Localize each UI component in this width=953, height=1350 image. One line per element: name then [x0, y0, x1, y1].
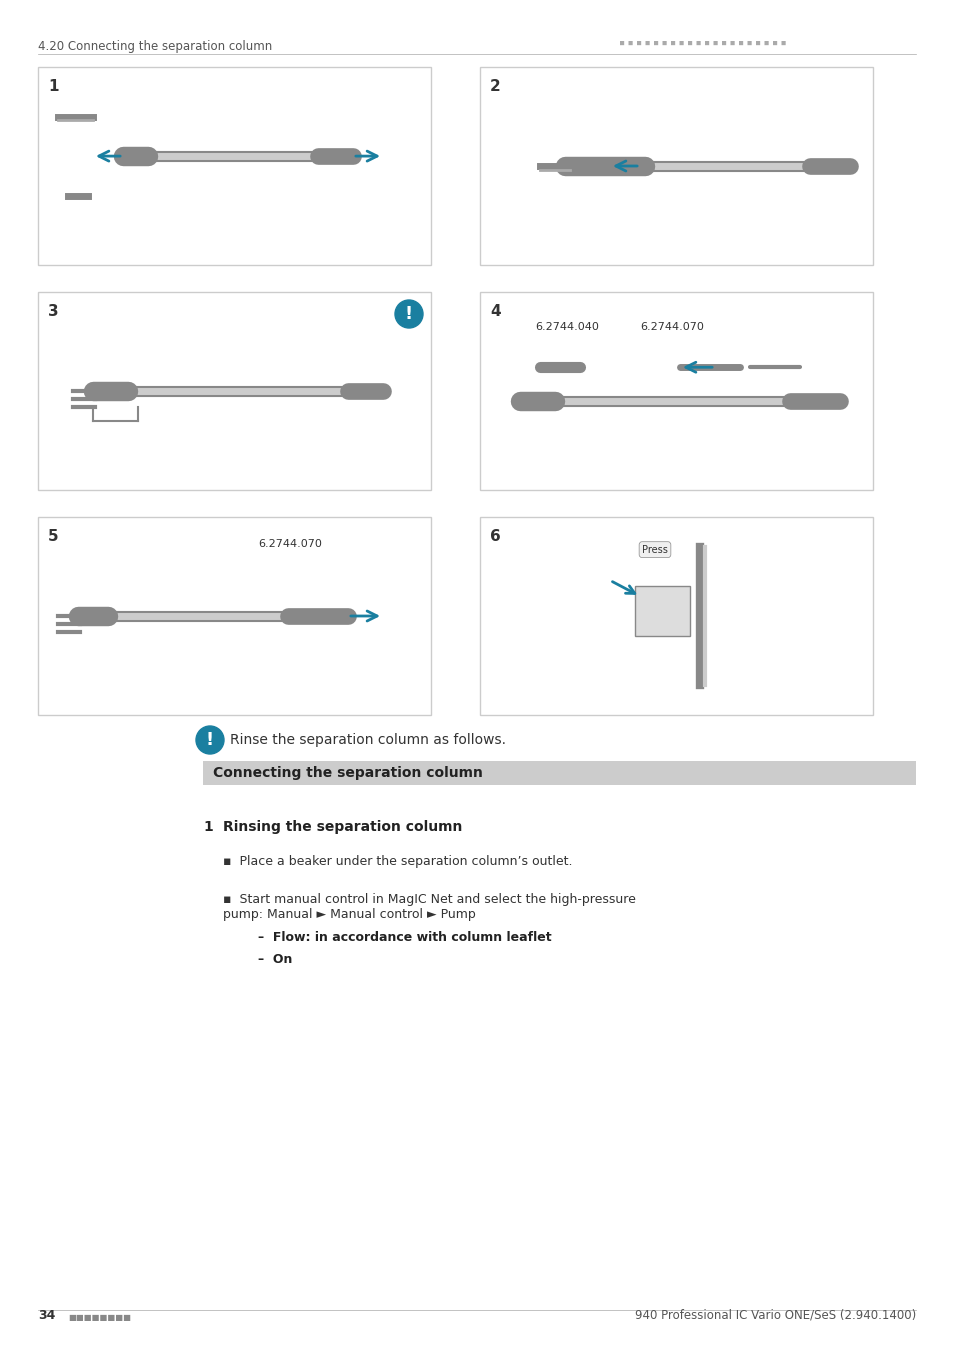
Text: !: !	[404, 305, 413, 323]
Circle shape	[195, 726, 224, 755]
Text: ▪  Place a beaker under the separation column’s outlet.: ▪ Place a beaker under the separation co…	[223, 855, 572, 868]
Text: ▪  Start manual control in MagIC Net and select the high-pressure
pump: Manual ►: ▪ Start manual control in MagIC Net and …	[223, 892, 636, 921]
Text: Connecting the separation column: Connecting the separation column	[213, 765, 482, 780]
Text: 6.2744.070: 6.2744.070	[639, 323, 703, 332]
Text: 940 Professional IC Vario ONE/SeS (2.940.1400): 940 Professional IC Vario ONE/SeS (2.940…	[634, 1310, 915, 1322]
Text: 6: 6	[490, 529, 500, 544]
Text: ■■■■■■■■: ■■■■■■■■	[68, 1314, 131, 1322]
FancyBboxPatch shape	[479, 517, 872, 716]
Text: 1: 1	[48, 80, 58, 94]
Text: 4.20 Connecting the separation column: 4.20 Connecting the separation column	[38, 40, 272, 53]
FancyBboxPatch shape	[479, 292, 872, 490]
Text: –  On: – On	[257, 953, 292, 967]
Text: 3: 3	[48, 304, 58, 319]
Text: Rinse the separation column as follows.: Rinse the separation column as follows.	[230, 733, 505, 747]
Text: Rinsing the separation column: Rinsing the separation column	[223, 819, 462, 834]
Text: ■ ■ ■ ■ ■ ■ ■ ■ ■ ■ ■ ■ ■ ■ ■ ■ ■ ■ ■ ■: ■ ■ ■ ■ ■ ■ ■ ■ ■ ■ ■ ■ ■ ■ ■ ■ ■ ■ ■ ■	[619, 40, 785, 46]
FancyBboxPatch shape	[38, 517, 431, 716]
FancyBboxPatch shape	[38, 292, 431, 490]
Text: Press: Press	[641, 544, 667, 555]
FancyBboxPatch shape	[479, 68, 872, 265]
FancyBboxPatch shape	[203, 761, 915, 784]
Text: !: !	[206, 730, 213, 749]
FancyBboxPatch shape	[635, 586, 689, 636]
Circle shape	[395, 300, 422, 328]
Text: 1: 1	[203, 819, 213, 834]
Text: 2: 2	[490, 80, 500, 94]
Text: –  Flow: in accordance with column leaflet: – Flow: in accordance with column leafle…	[257, 931, 551, 944]
Text: 6.2744.040: 6.2744.040	[535, 323, 598, 332]
FancyBboxPatch shape	[38, 68, 431, 265]
Text: 34: 34	[38, 1310, 55, 1322]
Text: 6.2744.070: 6.2744.070	[257, 539, 321, 549]
Text: 4: 4	[490, 304, 500, 319]
Text: 5: 5	[48, 529, 58, 544]
